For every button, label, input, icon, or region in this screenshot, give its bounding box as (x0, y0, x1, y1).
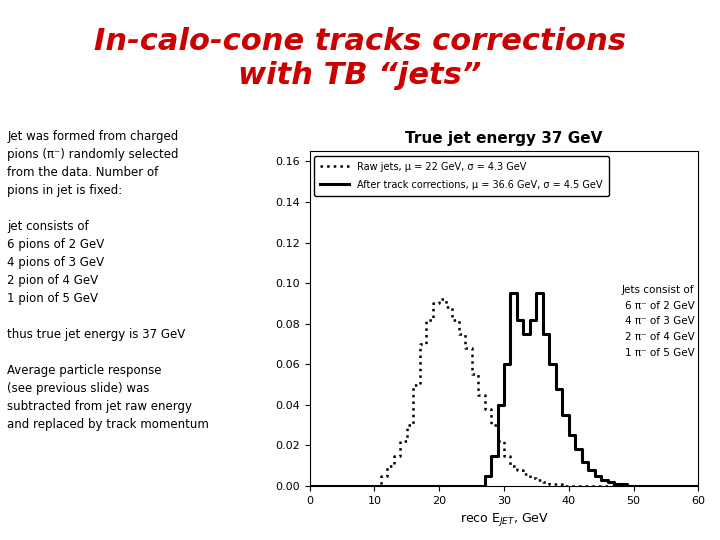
Text: Jets consist of
6 π⁻ of 2 GeV
4 π⁻ of 3 GeV
2 π⁻ of 4 GeV
1 π⁻ of 5 GeV: Jets consist of 6 π⁻ of 2 GeV 4 π⁻ of 3 … (622, 285, 695, 357)
X-axis label: reco E$_{JET}$, GeV: reco E$_{JET}$, GeV (459, 511, 549, 528)
Text: Jet was formed from charged
pions (π⁻) randomly selected
from the data. Number o: Jet was formed from charged pions (π⁻) r… (7, 130, 209, 430)
Title: True jet energy 37 GeV: True jet energy 37 GeV (405, 131, 603, 146)
Text: In-calo-cone tracks corrections
with TB “jets”: In-calo-cone tracks corrections with TB … (94, 27, 626, 90)
Legend: Raw jets, μ = 22 GeV, σ = 4.3 GeV, After track corrections, μ = 36.6 GeV, σ = 4.: Raw jets, μ = 22 GeV, σ = 4.3 GeV, After… (315, 156, 608, 195)
